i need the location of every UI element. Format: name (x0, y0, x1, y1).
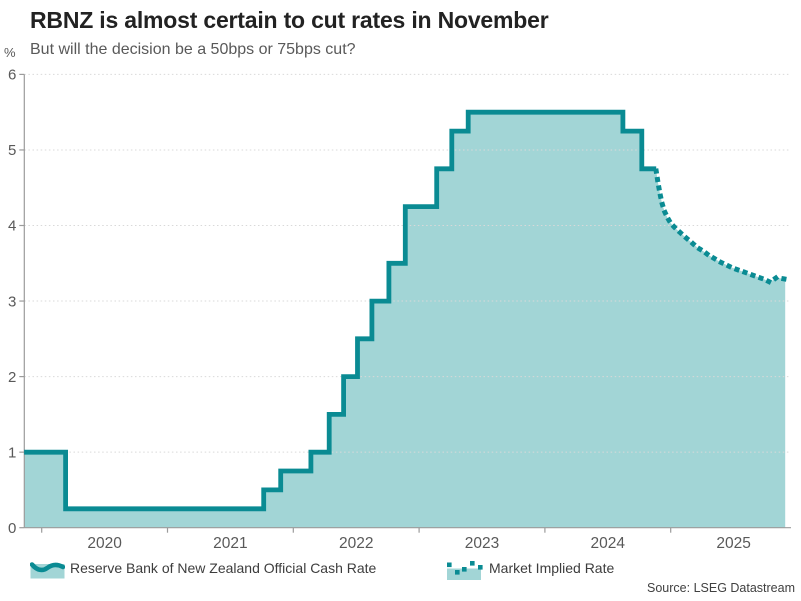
market-implied-dotted-line (653, 168, 789, 285)
x-tick-label: 2023 (465, 535, 499, 552)
legend-label-implied: Market Implied Rate (489, 560, 615, 576)
x-tick-label: 2024 (591, 535, 626, 552)
y-tick-label: 3 (8, 293, 16, 310)
area-line-legend-icon (30, 562, 65, 579)
y-tick-label: 0 (8, 520, 16, 537)
x-tick-label: 2021 (213, 535, 247, 552)
chart-subtitle: But will the decision be a 50bps or 75bp… (30, 41, 356, 58)
x-tick-label: 2025 (716, 535, 750, 552)
ocr-step-line (24, 109, 657, 512)
ocr-area-fill (24, 112, 786, 528)
y-tick-label: 6 (8, 67, 16, 84)
dotted-line-legend-icon (447, 561, 483, 580)
gridlines (24, 73, 791, 453)
y-tick-label: 4 (8, 218, 16, 235)
y-axis-unit-label: % (4, 45, 16, 60)
y-axis-ticks: 0 1 2 3 4 5 6 (8, 67, 25, 537)
y-tick-label: 2 (8, 369, 16, 386)
legend-label-ocr: Reserve Bank of New Zealand Official Cas… (70, 560, 377, 576)
y-tick-label: 1 (8, 444, 16, 461)
legend: Reserve Bank of New Zealand Official Cas… (0, 557, 801, 581)
x-tick-label: 2020 (87, 535, 122, 552)
chart-title: RBNZ is almost certain to cut rates in N… (30, 7, 549, 33)
y-tick-label: 5 (8, 142, 16, 159)
x-axis-ticks: 2020 2021 2022 2023 2024 2025 (41, 527, 751, 552)
x-tick-label: 2022 (339, 535, 373, 552)
source-attribution: Source: LSEG Datastream (647, 581, 795, 595)
